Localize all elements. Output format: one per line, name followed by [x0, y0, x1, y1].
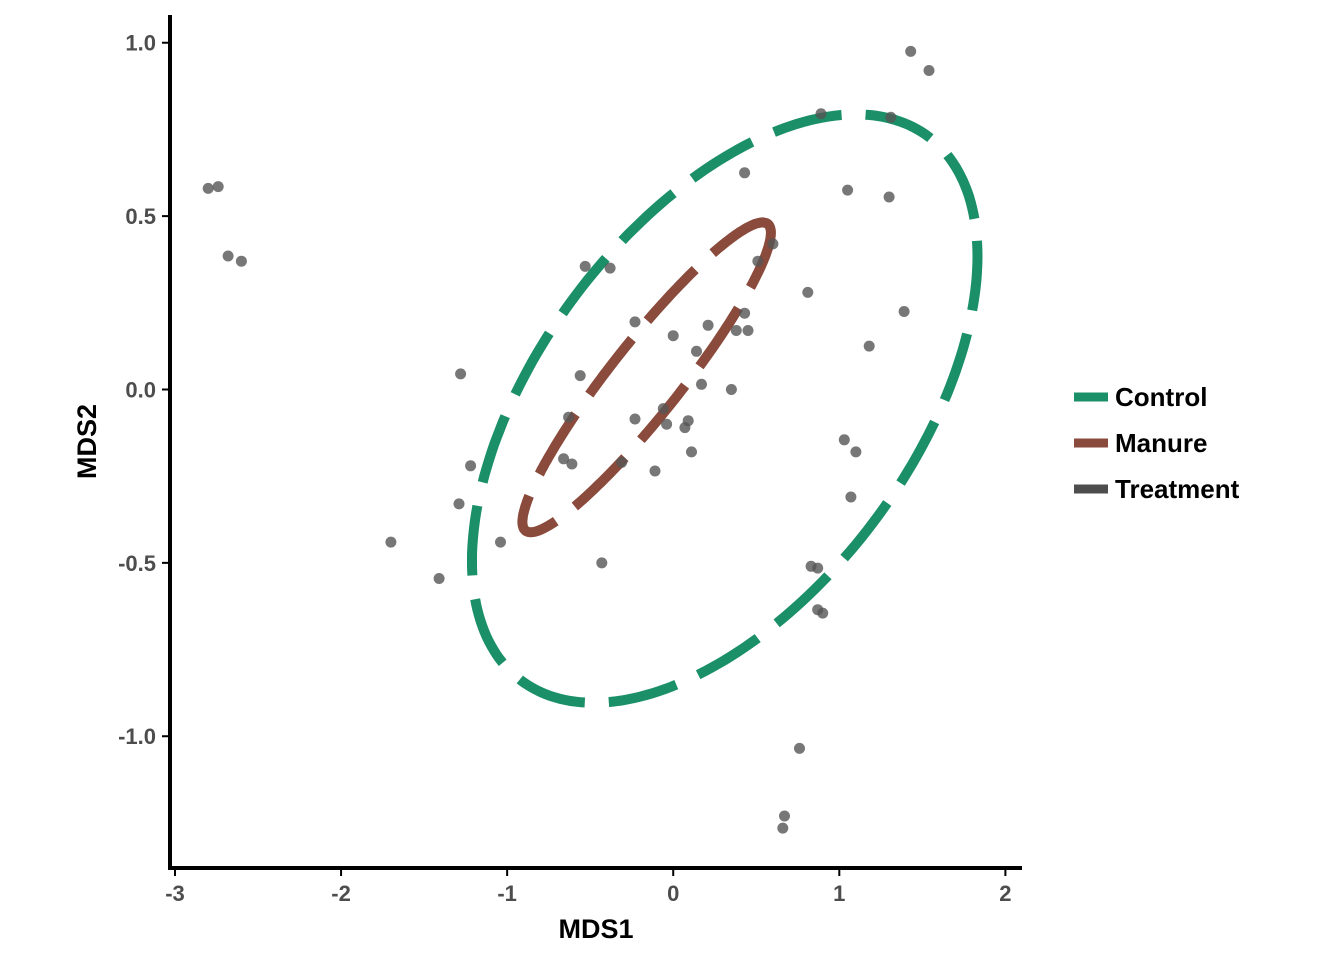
data-point [845, 491, 857, 503]
data-point [691, 345, 702, 357]
data-point [817, 607, 829, 619]
data-point [730, 325, 742, 336]
axes-layer [168, 15, 1022, 870]
data-point [838, 434, 850, 446]
data-point [752, 255, 764, 267]
data-point [777, 822, 789, 834]
data-point [850, 446, 862, 458]
ellipse-manure [517, 217, 776, 538]
x-tick-label: -2 [331, 881, 351, 906]
data-point [661, 418, 673, 430]
data-point [779, 810, 790, 822]
y-tick-label: 0.5 [125, 204, 156, 229]
data-point [739, 167, 751, 179]
data-point [742, 325, 754, 336]
legend-label-treatment: Treatment [1115, 474, 1240, 504]
x-tick-label: -3 [165, 881, 185, 906]
data-point [629, 316, 641, 328]
data-point [616, 456, 628, 468]
data-point [667, 330, 679, 342]
data-point [202, 182, 214, 194]
data-point [563, 411, 575, 423]
data-point [842, 184, 854, 196]
data-point [235, 255, 247, 267]
data-point [574, 370, 586, 382]
data-point [566, 458, 578, 470]
data-point [702, 319, 714, 331]
data-point [649, 465, 661, 477]
ellipse-control [467, 109, 983, 708]
x-tick-label: 1 [833, 881, 845, 906]
data-point [558, 453, 570, 465]
data-point [629, 413, 641, 425]
y-tick-label: -1.0 [118, 724, 156, 749]
data-point [885, 111, 897, 123]
data-point [455, 368, 467, 380]
data-point [212, 181, 224, 193]
points-layer [202, 45, 935, 834]
data-point [812, 562, 824, 574]
y-axis-title: MDS2 [72, 404, 102, 479]
y-tick-label: 0.0 [125, 377, 156, 402]
data-point [898, 306, 910, 317]
data-point [794, 742, 805, 754]
data-point [863, 340, 875, 352]
data-point [596, 557, 608, 569]
data-point [465, 460, 477, 472]
y-axis-ticks: 1.0 0.5 0.0 -0.5 -1.0 [118, 31, 170, 749]
data-point [682, 415, 694, 427]
data-point [923, 65, 935, 76]
data-point [696, 378, 707, 390]
x-axis-title: MDS1 [558, 914, 633, 944]
data-point [579, 260, 591, 272]
x-tick-label: -1 [497, 881, 517, 906]
x-tick-label: 2 [999, 881, 1011, 906]
data-point [815, 108, 827, 120]
data-point [686, 446, 697, 458]
data-point [385, 536, 397, 548]
y-tick-label: 1.0 [125, 31, 156, 56]
data-point [495, 536, 506, 548]
x-tick-label: 0 [667, 881, 679, 906]
data-point [883, 191, 895, 203]
data-point [657, 403, 669, 415]
legend-label-control: Control [1115, 382, 1207, 412]
data-point [725, 384, 737, 395]
y-tick-label: -0.5 [118, 551, 156, 576]
data-point [739, 307, 751, 319]
legend: Control Manure Treatment [1074, 382, 1240, 504]
legend-label-manure: Manure [1115, 428, 1207, 458]
x-axis-ticks: -3 -2 -1 0 1 2 [165, 868, 1012, 906]
data-point [222, 250, 234, 262]
ellipses-layer [467, 109, 983, 708]
data-point [453, 498, 465, 510]
data-point [433, 573, 445, 584]
data-point [905, 45, 917, 57]
data-point [767, 238, 779, 250]
data-point [802, 286, 814, 298]
data-point [604, 262, 616, 274]
